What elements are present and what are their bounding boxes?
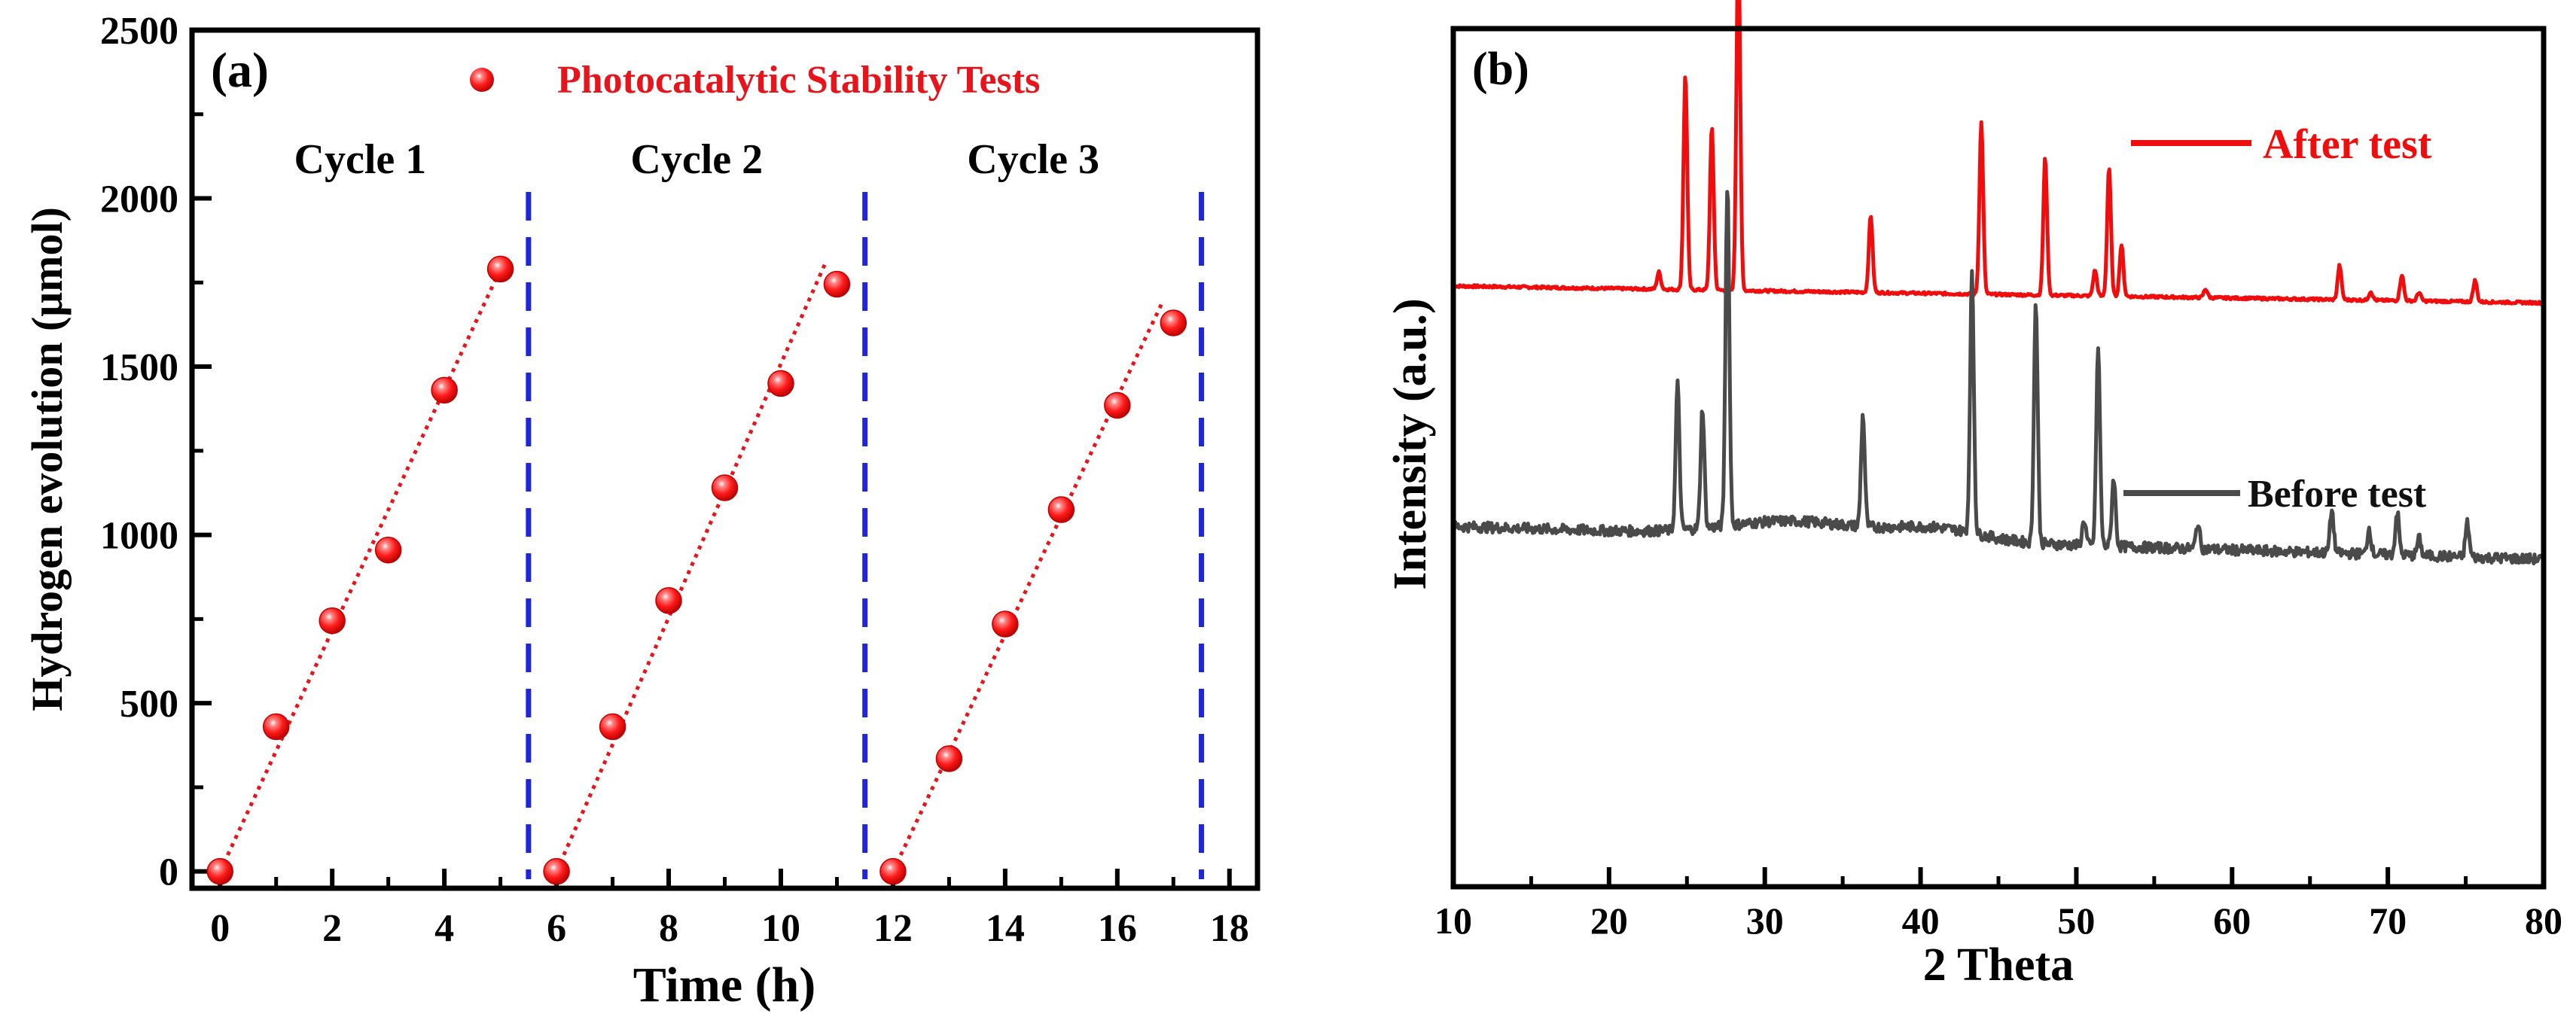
chart-b-xtick-label: 60 [2213,900,2251,942]
chart-a-fit-line [554,261,828,872]
chart-b-panel-label: (b) [1472,44,1529,95]
chart-a-plot: 0 500 1000 1500 2000 2500 0 2 4 6 8 10 12 14 16 18 Cycle… [100,10,1249,950]
chart-a-xtick-label: 14 [986,907,1025,950]
chart-a-fit-line [218,268,502,872]
chart-b-xtick-label: 20 [1590,900,1628,942]
chart-a-data-point [711,474,739,501]
chart-a-xtick-label: 18 [1210,907,1249,950]
chart-b-xtick-label: 40 [1902,900,1940,942]
chart-a-ytick-label: 0 [159,851,178,894]
chart-a-xtick-label: 12 [873,907,913,950]
chart-a-data-point [1047,496,1075,523]
chart-a-xtick-label: 6 [547,907,566,950]
chart-b-frame [1450,26,2547,890]
chart-a-xtick-label: 10 [761,907,800,950]
chart-a-data-point [599,713,626,741]
chart-a-data-point [767,370,794,397]
chart-b-xtick-label: 80 [2525,900,2562,942]
chart-a-data-point [431,376,458,404]
chart-a-frame [189,27,1261,891]
chart-a-ylabel: Hydrogen evolution (μmol) [23,207,72,711]
chart-a-data-point [655,587,682,614]
chart-b-xtick-label: 10 [1434,900,1472,942]
chart-a-cycle-label: Cycle 1 [294,136,427,183]
chart-a-xtick-label: 4 [434,907,454,950]
chart-a-xlabel: Time (h) [633,957,816,1012]
chart-a-data-point [543,857,570,885]
chart-a-xtick-label: 0 [210,907,230,950]
chart-a-data-point [1104,391,1131,419]
chart-a-ytick-label: 1500 [100,346,178,389]
chart-a-data-point [374,536,402,564]
chart-a-data-point [262,713,290,741]
chart-a-cycle-label: Cycle 2 [630,136,763,183]
chart-b-after-curve [1452,0,2544,306]
chart-a-ytick-label: 1000 [100,515,178,558]
chart-a-xtick-label: 16 [1098,907,1137,950]
chart-a-panel-label: (a) [211,43,269,98]
chart-b-xtick-label: 70 [2369,900,2407,942]
chart-a-data-point [486,255,514,283]
chart-b-legend-before-label: Before test [2248,473,2427,516]
chart-a-data-point [879,857,907,885]
chart-b-before-curve [1452,190,2545,565]
chart-a: 0 500 1000 1500 2000 2500 0 2 4 6 8 10 12 14 16 18 Cycle… [23,10,1261,1012]
chart-a-data-point [206,857,233,885]
chart-a-fit-line [891,302,1164,872]
chart-a-xtick-label: 2 [322,907,342,950]
chart-a-xtick-label: 8 [659,907,678,950]
chart-b-xlabel: 2 Theta [1923,939,2074,991]
chart-a-data-point [935,745,963,772]
chart-a-data-point [1160,309,1187,336]
chart-a-data-point [992,610,1019,638]
chart-b-ylabel: Intensity (a.u.) [1385,298,1436,590]
chart-b-legend-after-label: After test [2263,121,2432,168]
chart-a-ytick-label: 500 [120,683,178,726]
chart-b-xtick-label: 30 [1746,900,1784,942]
chart-a-ytick-label: 2000 [100,178,178,221]
chart-a-ytick-label: 2500 [100,10,178,53]
chart-a-legend-marker [470,68,494,92]
chart-b: 10 20 30 40 50 60 70 80 (b) After test Before t… [1385,0,2562,991]
chart-a-legend-label: Photocatalytic Stability Tests [557,59,1040,102]
chart-b-xtick-label: 50 [2057,900,2095,942]
chart-a-cycle-label: Cycle 3 [967,136,1099,183]
chart-a-data-point [823,270,851,298]
chart-b-plot: 10 20 30 40 50 60 70 80 [1434,0,2562,942]
chart-a-data-point [319,607,346,635]
